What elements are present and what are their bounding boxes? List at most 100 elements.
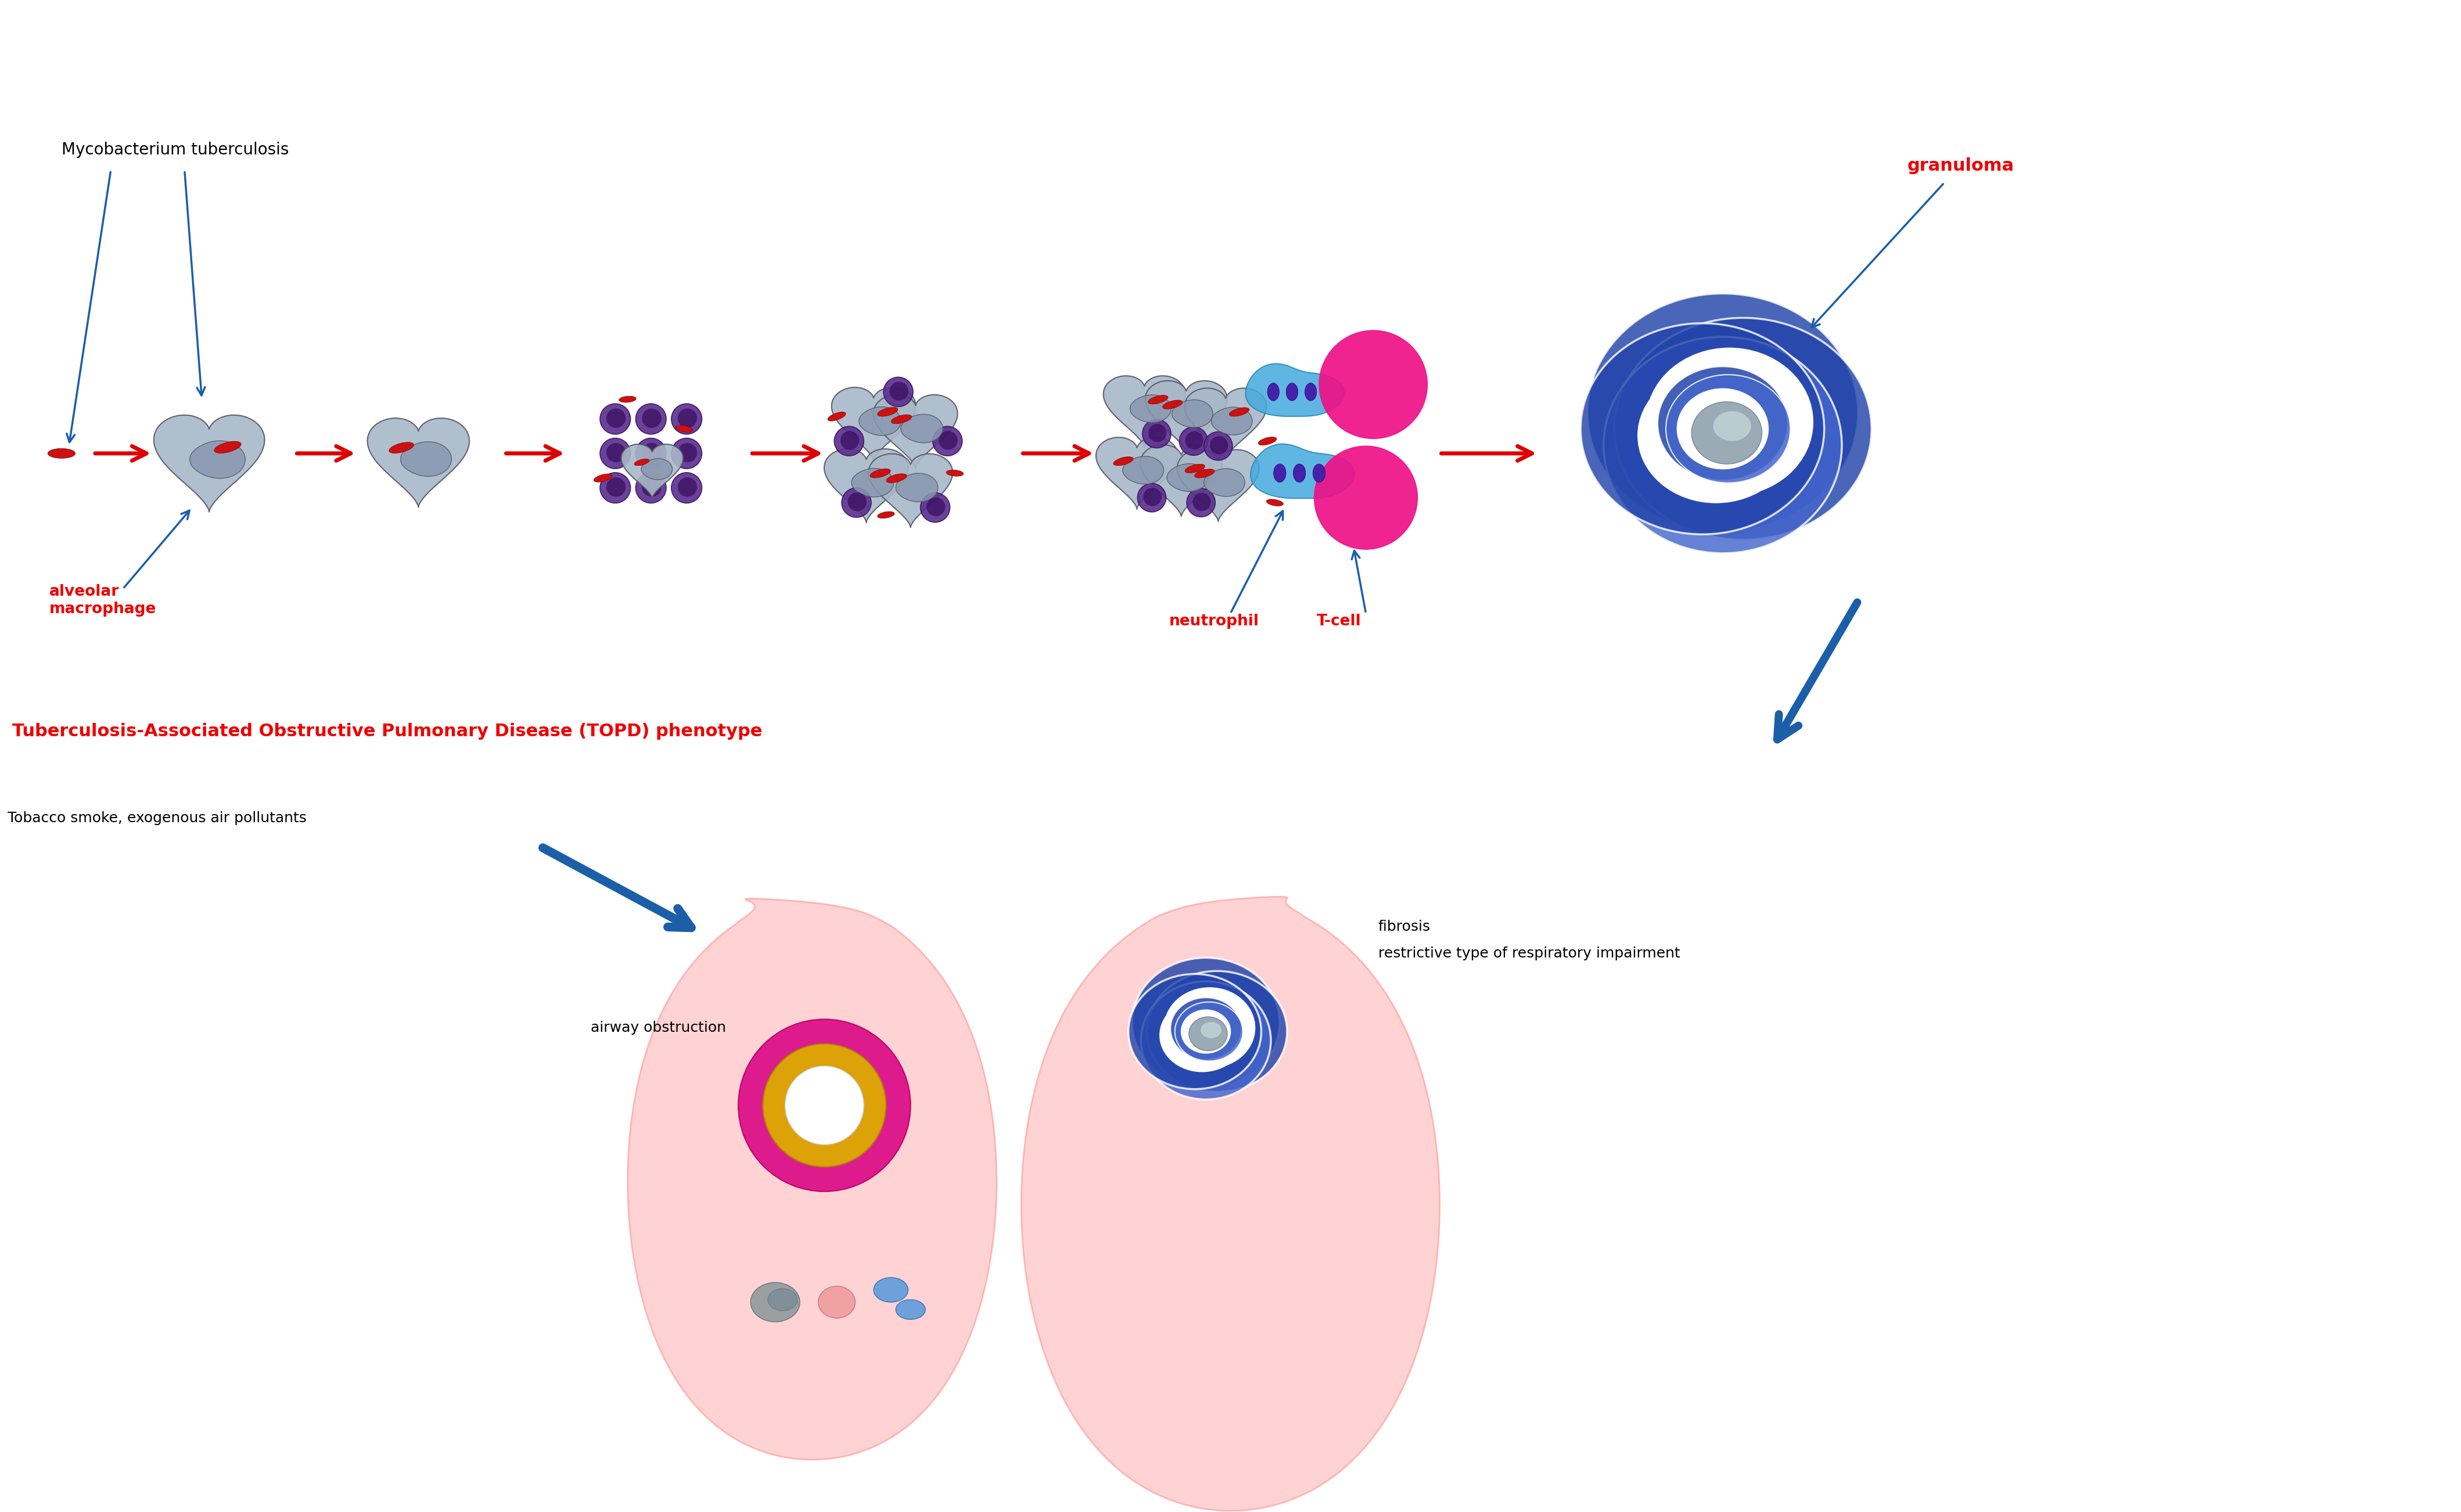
Circle shape — [834, 426, 864, 455]
Polygon shape — [874, 395, 957, 469]
Polygon shape — [1144, 381, 1228, 452]
Ellipse shape — [896, 1300, 925, 1320]
Circle shape — [605, 478, 625, 496]
Ellipse shape — [1189, 1016, 1228, 1051]
Text: Tobacco smoke, exogenous air pollutants: Tobacco smoke, exogenous air pollutants — [7, 812, 308, 826]
Polygon shape — [1167, 464, 1208, 491]
Ellipse shape — [1614, 318, 1870, 540]
Circle shape — [1186, 488, 1216, 517]
Ellipse shape — [1580, 324, 1824, 534]
Circle shape — [605, 408, 625, 428]
Circle shape — [933, 426, 962, 455]
Ellipse shape — [1267, 499, 1282, 507]
Ellipse shape — [1312, 464, 1324, 482]
Circle shape — [635, 438, 667, 469]
Polygon shape — [1171, 399, 1213, 428]
Circle shape — [1137, 484, 1167, 513]
Polygon shape — [1139, 445, 1223, 516]
Ellipse shape — [1181, 1010, 1230, 1054]
Circle shape — [1194, 493, 1211, 511]
Ellipse shape — [1142, 981, 1270, 1099]
Ellipse shape — [214, 442, 241, 454]
Polygon shape — [1103, 376, 1186, 448]
Polygon shape — [367, 419, 470, 507]
Circle shape — [642, 478, 662, 496]
Ellipse shape — [1258, 437, 1277, 445]
Polygon shape — [1211, 407, 1253, 435]
Polygon shape — [628, 898, 997, 1459]
Ellipse shape — [886, 473, 906, 482]
Ellipse shape — [751, 1282, 800, 1321]
Ellipse shape — [817, 1287, 854, 1318]
Polygon shape — [189, 442, 246, 478]
Polygon shape — [1130, 395, 1171, 423]
Ellipse shape — [620, 396, 635, 402]
Text: granuloma: granuloma — [1907, 157, 2013, 174]
Polygon shape — [1095, 437, 1179, 510]
Ellipse shape — [1174, 1002, 1243, 1061]
Polygon shape — [869, 454, 952, 528]
Polygon shape — [832, 387, 915, 461]
Circle shape — [1211, 437, 1228, 454]
Ellipse shape — [1587, 293, 1858, 532]
Ellipse shape — [1659, 366, 1787, 481]
Polygon shape — [401, 442, 450, 476]
Ellipse shape — [1149, 395, 1169, 404]
Ellipse shape — [1201, 1022, 1221, 1039]
Polygon shape — [155, 416, 263, 513]
Polygon shape — [642, 458, 672, 479]
Ellipse shape — [871, 469, 891, 478]
Polygon shape — [852, 469, 893, 497]
Polygon shape — [1203, 469, 1245, 496]
Circle shape — [940, 431, 957, 449]
Circle shape — [1144, 488, 1162, 507]
Ellipse shape — [1676, 389, 1769, 469]
Ellipse shape — [874, 1278, 908, 1302]
Text: Mycobacterium tuberculosis: Mycobacterium tuberculosis — [62, 142, 288, 159]
Text: Tuberculosis-Associated Obstructive Pulmonary Disease (TOPD) phenotype: Tuberculosis-Associated Obstructive Pulm… — [12, 723, 763, 739]
Circle shape — [672, 438, 701, 469]
Text: T-cell: T-cell — [1317, 614, 1361, 629]
Ellipse shape — [1637, 367, 1794, 503]
Ellipse shape — [891, 414, 911, 423]
Ellipse shape — [1292, 464, 1307, 482]
Circle shape — [1314, 446, 1418, 549]
Text: alveolar
macrophage: alveolar macrophage — [49, 584, 158, 617]
Circle shape — [1319, 331, 1427, 438]
Circle shape — [920, 493, 950, 522]
Ellipse shape — [635, 460, 650, 466]
Ellipse shape — [1186, 464, 1206, 473]
Text: neutrophil: neutrophil — [1169, 614, 1260, 629]
Circle shape — [642, 443, 662, 463]
Circle shape — [1179, 426, 1208, 455]
Circle shape — [842, 488, 871, 517]
Circle shape — [642, 408, 662, 428]
Ellipse shape — [1605, 337, 1841, 553]
Circle shape — [635, 473, 667, 503]
Polygon shape — [824, 449, 908, 523]
Polygon shape — [896, 473, 938, 502]
Circle shape — [677, 443, 696, 463]
Polygon shape — [1122, 457, 1164, 484]
Circle shape — [1149, 425, 1167, 442]
Polygon shape — [1176, 449, 1260, 522]
Ellipse shape — [47, 449, 76, 458]
Ellipse shape — [1267, 383, 1280, 401]
Polygon shape — [1250, 445, 1354, 499]
Ellipse shape — [1164, 987, 1255, 1069]
Polygon shape — [859, 407, 901, 435]
Circle shape — [672, 404, 701, 434]
Circle shape — [842, 431, 859, 449]
Ellipse shape — [1132, 957, 1280, 1087]
Ellipse shape — [1194, 469, 1213, 478]
Ellipse shape — [768, 1288, 797, 1311]
Ellipse shape — [1147, 971, 1287, 1092]
Ellipse shape — [1127, 974, 1260, 1089]
Polygon shape — [901, 414, 943, 443]
Ellipse shape — [947, 470, 962, 476]
Ellipse shape — [879, 511, 893, 519]
Ellipse shape — [389, 443, 413, 454]
Ellipse shape — [879, 407, 898, 416]
Ellipse shape — [1272, 464, 1287, 482]
Circle shape — [600, 473, 630, 503]
